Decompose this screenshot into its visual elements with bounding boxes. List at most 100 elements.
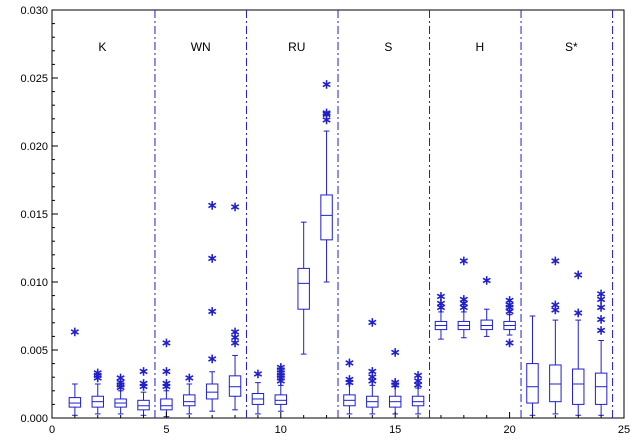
box-body	[137, 399, 150, 411]
box-body	[228, 375, 242, 397]
x-axis: 0 5 10 15 20 25	[49, 412, 630, 436]
outlier-point: ∗	[321, 76, 332, 91]
group-labels: K WN RU S H S*	[98, 40, 578, 54]
outlier-point: ∗	[344, 374, 355, 389]
group-dividers	[154, 10, 614, 418]
box-body	[68, 397, 82, 408]
box-body	[183, 394, 196, 407]
box-body	[205, 383, 219, 400]
outlier-point: ∗	[275, 359, 286, 374]
box-12: ∗∗∗∗	[320, 76, 333, 283]
outlier-point: ∗	[458, 295, 469, 310]
outlier-point: ∗	[390, 374, 401, 389]
outlier-point: ∗	[367, 373, 378, 388]
outlier-point: ∗	[390, 344, 401, 359]
outlier-point: ∗	[413, 367, 424, 382]
x-tick-label: 15	[389, 424, 401, 436]
box-body	[480, 319, 493, 331]
outlier-point: ∗	[115, 377, 126, 392]
outlier-point: ∗	[230, 199, 241, 214]
box-body	[411, 395, 425, 407]
box-body	[572, 368, 585, 405]
x-tick-label: 5	[163, 424, 169, 436]
outlier-point: ∗	[596, 312, 607, 327]
box-6: ∗	[183, 370, 196, 415]
box-19: ∗	[480, 272, 493, 337]
box-series: ∗∗∗∗∗∗∗∗∗∗∗∗∗∗∗∗∗∗∗∗∗∗∗∗∗ ∗∗∗∗∗∗∗∗∗∗∗∗∗∗∗…	[68, 76, 608, 418]
outlier-point: ∗	[413, 373, 424, 388]
y-axis: 0.000 0.005 0.010 0.015 0.020 0.025 0.030	[20, 5, 58, 425]
y-tick-label: 0.020	[20, 141, 48, 153]
group-label: RU	[288, 40, 305, 54]
outlier-point: ∗	[504, 335, 515, 350]
outlier-point: ∗	[207, 351, 218, 366]
outlier-point: ∗	[207, 304, 218, 319]
outlier-point: ∗	[436, 299, 447, 314]
outlier-point: ∗	[596, 291, 607, 306]
group-label: S*	[565, 40, 578, 54]
box-15: ∗∗∗	[388, 344, 402, 415]
outlier-point: ∗	[161, 376, 172, 391]
outlier-point: ∗	[275, 367, 286, 382]
outlier-point: ∗	[184, 370, 195, 385]
box-23: ∗∗	[572, 267, 585, 416]
outlier-point: ∗	[230, 335, 241, 350]
outlier-point: ∗	[550, 253, 561, 268]
box-10: ∗∗∗∗∗∗	[274, 359, 288, 412]
y-tick-label: 0.015	[20, 209, 48, 221]
group-label: H	[476, 40, 485, 54]
outlier-point: ∗	[458, 253, 469, 268]
outlier-point: ∗	[413, 377, 424, 392]
box-8: ∗∗∗∗	[228, 199, 242, 411]
x-tick-label: 0	[49, 424, 55, 436]
outlier-point: ∗	[252, 366, 263, 381]
outlier-point: ∗	[138, 376, 149, 391]
outlier-point: ∗	[161, 363, 172, 378]
box-body	[594, 372, 608, 405]
box-3: ∗∗∗∗	[114, 370, 127, 415]
box-21	[526, 315, 539, 416]
outlier-point: ∗	[504, 297, 515, 312]
outlier-point: ∗	[573, 305, 584, 320]
outlier-point: ∗	[138, 378, 149, 393]
outlier-point: ∗	[550, 297, 561, 312]
outlier-point: ∗	[458, 299, 469, 314]
outlier-point: ∗	[390, 377, 401, 392]
box-7: ∗ ∗ ∗ ∗	[205, 197, 219, 412]
outlier-point: ∗	[275, 373, 286, 388]
box-body	[297, 267, 310, 310]
outlier-point: ∗	[504, 304, 515, 319]
box-14: ∗∗∗∗	[366, 314, 379, 415]
box-1: ∗	[68, 324, 82, 416]
box-16: ∗∗∗	[411, 367, 425, 415]
y-tick-label: 0.000	[20, 413, 48, 425]
box-4: ∗∗∗	[137, 363, 150, 416]
x-tick-label: 10	[275, 424, 287, 436]
outlier-point: ∗	[458, 291, 469, 306]
outlier-point: ∗	[92, 365, 103, 380]
outlier-point: ∗	[367, 369, 378, 384]
box-2: ∗∗∗	[91, 365, 104, 415]
outlier-point: ∗	[115, 370, 126, 385]
outlier-point: ∗	[344, 355, 355, 370]
box-body	[160, 398, 173, 411]
box-5: ∗∗∗∗	[160, 335, 173, 418]
outlier-point: ∗	[115, 374, 126, 389]
outlier-point: ∗	[596, 299, 607, 314]
box-9: ∗	[251, 366, 265, 415]
group-label: WN	[191, 40, 211, 54]
outlier-point: ∗	[481, 272, 492, 287]
box-22: ∗∗∗	[549, 253, 562, 415]
outlier-point: ∗	[367, 363, 378, 378]
box-body	[526, 363, 539, 404]
outlier-point: ∗	[321, 106, 332, 121]
outlier-point: ∗	[161, 335, 172, 350]
outlier-point: ∗	[504, 293, 515, 308]
box-20: ∗∗∗∗∗	[503, 293, 516, 350]
outlier-point: ∗	[550, 302, 561, 317]
outlier-point: ∗	[230, 324, 241, 339]
outlier-point: ∗	[92, 370, 103, 385]
outlier-point: ∗	[138, 363, 149, 378]
outlier-point: ∗	[207, 251, 218, 266]
